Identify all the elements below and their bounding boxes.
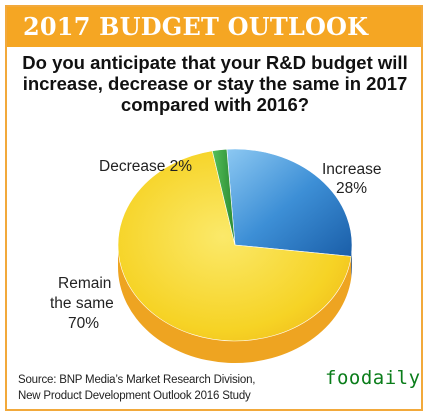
page-title: 2017 BUDGET OUTLOOK — [23, 12, 369, 41]
chart-question: Do you anticipate that your R&D budget w… — [22, 52, 408, 115]
header-bar: 2017 BUDGET OUTLOOK — [7, 7, 421, 47]
label-decrease: Decrease 2% — [99, 158, 192, 175]
pie-slice-inc — [226, 148, 353, 257]
source-line-2: New Product Development Outlook 2016 Stu… — [18, 390, 251, 402]
label-remain-value: 70% — [68, 315, 99, 332]
label-increase-value: 28% — [336, 180, 367, 197]
source-line-1: Source: BNP Media’s Market Research Divi… — [18, 374, 256, 386]
source-note: Source: BNP Media’s Market Research Divi… — [18, 372, 255, 404]
label-remain-line1: Remain — [58, 275, 111, 292]
pie-side-rem — [118, 245, 352, 364]
watermark-logo: foodaily — [325, 367, 421, 389]
label-increase-name: Increase — [322, 161, 381, 178]
pie-slice-dec — [211, 148, 236, 246]
pie-slice-rem — [117, 150, 352, 342]
label-remain-line2: the same — [50, 295, 114, 312]
